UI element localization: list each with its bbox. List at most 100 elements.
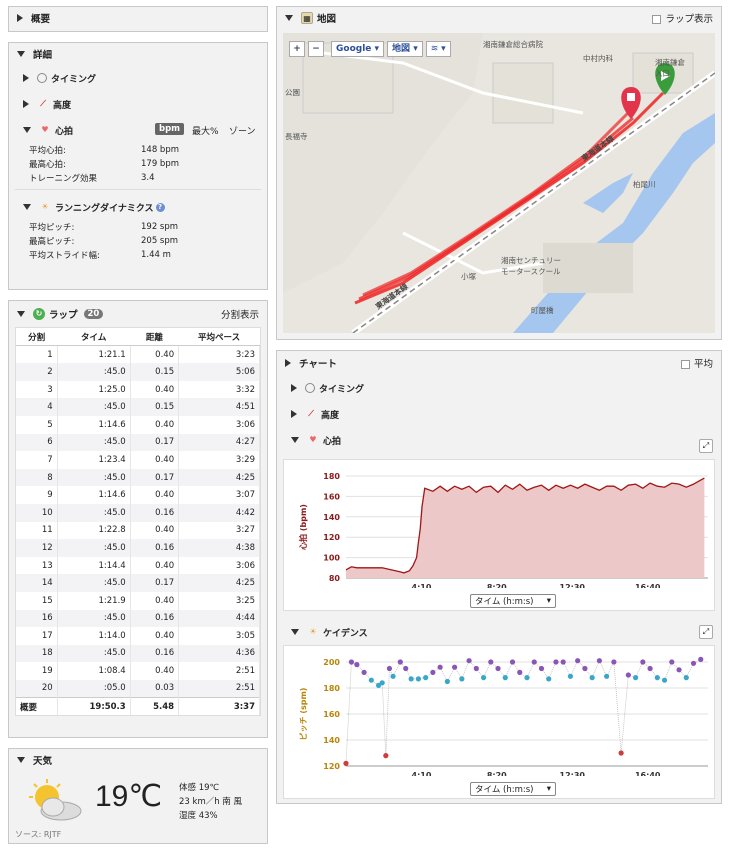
table-row[interactable]: 18:45.0 0.16 4:36 bbox=[16, 644, 260, 663]
laps-column-header[interactable]: 距離 bbox=[130, 328, 179, 347]
weather-toggle[interactable]: 天気 bbox=[9, 749, 267, 771]
table-row[interactable]: 16:45.0 0.16 4:44 bbox=[16, 609, 260, 628]
zone-option[interactable]: ゾーン bbox=[229, 127, 256, 137]
table-cell: 0.40 bbox=[130, 486, 180, 504]
dynamics-value: 205 spm bbox=[141, 236, 179, 246]
table-row[interactable]: 13 1:14.4 0.40 3:06 bbox=[16, 556, 260, 575]
dynamics-toggle[interactable]: ☀ ランニングダイナミクス ? bbox=[9, 194, 267, 220]
elevation-toggle[interactable]: ⟋ 高度 bbox=[9, 91, 267, 117]
max-pct-option[interactable]: 最大% bbox=[192, 127, 219, 137]
summary-toggle[interactable]: 概要 bbox=[9, 7, 267, 29]
table-row[interactable]: 17 1:14.0 0.40 3:05 bbox=[16, 627, 260, 645]
table-cell: 16 bbox=[16, 609, 58, 628]
table-cell: 0.40 bbox=[130, 627, 180, 645]
hr-axis-select[interactable]: タイム (h:m:s) ▾ bbox=[470, 594, 556, 608]
dynamics-row: 平均ピッチ: 192 spm bbox=[9, 220, 267, 234]
cadence-chart-toggle[interactable]: ☀ ケイデンス bbox=[277, 619, 368, 645]
charts-toggle[interactable]: チャート 平均 bbox=[277, 351, 721, 375]
laps-column-header[interactable]: 分割 bbox=[16, 328, 58, 347]
laps-column-header[interactable]: 平均ペース bbox=[178, 328, 260, 347]
dynamics-row: 平均ストライド幅: 1.44 m bbox=[9, 248, 267, 262]
timing-toggle[interactable]: タイミング bbox=[9, 65, 267, 91]
table-cell: 0.40 bbox=[130, 556, 180, 575]
layers-select[interactable]: ≋ ▾ bbox=[425, 41, 451, 57]
table-row[interactable]: 10:45.0 0.16 4:42 bbox=[16, 503, 260, 522]
map-type-select[interactable]: 地図 ▾ bbox=[387, 41, 423, 57]
table-cell: 3:25 bbox=[178, 591, 260, 610]
start-marker-icon[interactable] bbox=[655, 63, 675, 95]
zoom-in-button[interactable]: + bbox=[289, 41, 305, 57]
table-row[interactable]: 12:45.0 0.16 4:38 bbox=[16, 539, 260, 557]
table-row[interactable]: 11 1:22.8 0.40 3:27 bbox=[16, 521, 260, 540]
split-view-link[interactable]: 分割表示 bbox=[220, 310, 259, 321]
lap-show-checkbox[interactable] bbox=[652, 15, 662, 24]
lap-show-toggle[interactable]: ラップ表示 bbox=[652, 11, 713, 25]
table-row[interactable]: 1 1:21.1 0.40 3:23 bbox=[16, 345, 260, 364]
table-row[interactable]: 9 1:14.6 0.40 3:07 bbox=[16, 486, 260, 504]
bpm-badge[interactable]: bpm bbox=[155, 123, 185, 135]
x-tick-label: 4:10 bbox=[412, 771, 432, 776]
map-provider-select[interactable]: Google ▾ bbox=[331, 41, 385, 57]
dynamics-row: 最高ピッチ: 205 spm bbox=[9, 234, 267, 248]
table-row[interactable]: 6:45.0 0.17 4:27 bbox=[16, 433, 260, 452]
help-icon[interactable]: ? bbox=[155, 202, 165, 212]
table-cell: 0.16 bbox=[130, 503, 180, 522]
dynamics-key: 最高ピッチ: bbox=[29, 237, 75, 247]
end-marker-icon[interactable] bbox=[621, 87, 641, 119]
summary-title: 概要 bbox=[31, 14, 51, 25]
table-cell: 3:29 bbox=[178, 451, 260, 469]
table-cell: 0.16 bbox=[130, 609, 180, 628]
summary-cell: 19:50.3 bbox=[57, 696, 131, 716]
weather-panel: 天気 19℃ 体感 19℃ 23 km／h 南 風 湿度 43% ソース: RJ… bbox=[8, 748, 268, 844]
summary-cell: 3:37 bbox=[178, 696, 260, 716]
cadence-point bbox=[408, 676, 414, 682]
hr-chart-title: 心拍 bbox=[323, 436, 342, 447]
cadence-point bbox=[480, 675, 487, 681]
table-row[interactable]: 15 1:21.9 0.40 3:25 bbox=[16, 591, 260, 610]
table-row[interactable]: 3 1:25.0 0.40 3:32 bbox=[16, 380, 260, 399]
table-cell: :45.0 bbox=[57, 398, 131, 416]
hr-toggle[interactable]: ♥ 心拍 bpm 最大% ゾーン bbox=[9, 117, 267, 143]
table-row[interactable]: 20:05.0 0.03 2:51 bbox=[16, 679, 260, 698]
table-row[interactable]: 19 1:08.4 0.40 2:51 bbox=[16, 662, 260, 680]
expand-icon bbox=[291, 410, 297, 418]
table-row[interactable]: 7 1:23.4 0.40 3:29 bbox=[16, 451, 260, 469]
table-cell: 3:23 bbox=[178, 345, 260, 364]
table-row[interactable]: 14:45.0 0.17 4:25 bbox=[16, 574, 260, 592]
cadence-axis-select[interactable]: タイム (h:m:s) ▾ bbox=[470, 782, 556, 796]
table-row[interactable]: 2:45.0 0.15 5:06 bbox=[16, 363, 260, 381]
table-cell: 1:14.6 bbox=[57, 486, 131, 504]
laps-toggle[interactable]: ↻ ラップ 20 分割表示 bbox=[9, 301, 267, 327]
average-toggle[interactable]: 平均 bbox=[680, 356, 713, 370]
hr-chart-expand-icon[interactable]: ⤢ bbox=[699, 439, 713, 453]
chart-timing-toggle[interactable]: タイミング bbox=[277, 375, 721, 401]
table-row[interactable]: 8:45.0 0.17 4:25 bbox=[16, 468, 260, 487]
zoom-out-button[interactable]: − bbox=[308, 41, 324, 57]
expand-icon bbox=[23, 100, 29, 108]
table-cell: 4:38 bbox=[178, 539, 260, 557]
map-canvas[interactable]: 湘南鎌倉総合病院 中村内科 湘南鎌倉 入口 公園 長福寺 東海道本線 東海道本線 柏尾川 湘南セ… bbox=[283, 33, 715, 333]
details-toggle[interactable]: 詳細 bbox=[9, 43, 267, 65]
cadence-point bbox=[517, 669, 523, 675]
average-checkbox[interactable] bbox=[680, 360, 690, 369]
hr-key: 最高心拍: bbox=[29, 160, 66, 170]
table-row[interactable]: 4:45.0 0.15 4:51 bbox=[16, 398, 260, 416]
laps-column-header[interactable]: タイム bbox=[57, 328, 131, 347]
hr-chart-toggle[interactable]: ♥ 心拍 bbox=[277, 427, 721, 453]
chart-elevation-toggle[interactable]: ⟋ 高度 bbox=[277, 401, 721, 427]
cadence-chart-expand-icon[interactable]: ⤢ bbox=[699, 625, 713, 639]
table-cell: 0.40 bbox=[130, 451, 180, 469]
cadence-point bbox=[575, 658, 581, 664]
map-label-school: 湘南センチュリー モータースクール bbox=[501, 256, 561, 276]
table-cell: 18 bbox=[16, 644, 58, 663]
map-toggle[interactable]: ▦ 地図 ラップ表示 bbox=[277, 7, 721, 29]
collapse-icon bbox=[291, 629, 299, 635]
feels-like: 体感 19℃ bbox=[179, 783, 220, 793]
table-cell: 0.16 bbox=[130, 644, 180, 663]
map-provider-label: Google bbox=[336, 44, 372, 54]
chevron-down-icon: ▾ bbox=[546, 784, 551, 794]
table-row[interactable]: 5 1:14.6 0.40 3:06 bbox=[16, 415, 260, 434]
expand-icon bbox=[23, 74, 29, 82]
expand-icon bbox=[285, 359, 291, 367]
runner-icon: ☀ bbox=[41, 202, 49, 211]
